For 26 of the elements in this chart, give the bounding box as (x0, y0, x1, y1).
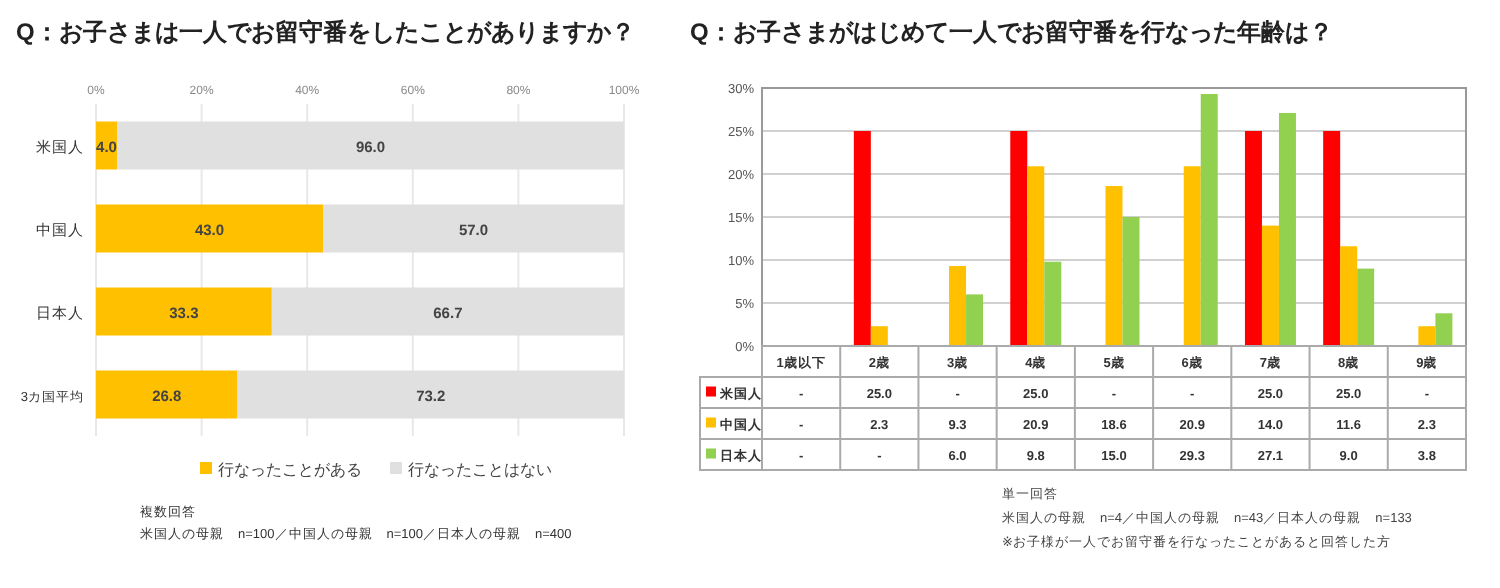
bar (1183, 166, 1201, 346)
bar (1261, 225, 1279, 346)
bar (96, 370, 238, 419)
bar (966, 294, 984, 346)
bar (1357, 268, 1375, 346)
legend-label: 行なったことがある (218, 461, 362, 479)
bar (870, 326, 888, 346)
bar (1044, 261, 1062, 346)
bar (1340, 246, 1358, 346)
bar (1418, 326, 1436, 346)
bar (96, 287, 272, 336)
bar (1122, 217, 1140, 346)
chart-title: Q：お子さまがはじめて一人でお留守番を行なった年齢は？ (690, 18, 1333, 46)
bar (1200, 94, 1218, 346)
bar (1435, 313, 1453, 346)
bar (1027, 166, 1045, 346)
bar (949, 266, 967, 346)
chart-title: Q：お子さまは一人でお留守番をしたことがありますか？ (16, 18, 635, 46)
legend-label: 行なったことはない (408, 461, 552, 479)
bar (1278, 112, 1296, 346)
bar (1323, 131, 1341, 346)
bar (96, 204, 324, 253)
bar (1010, 131, 1028, 346)
bar (1244, 131, 1262, 346)
bar (1105, 186, 1123, 346)
bar (853, 131, 871, 346)
